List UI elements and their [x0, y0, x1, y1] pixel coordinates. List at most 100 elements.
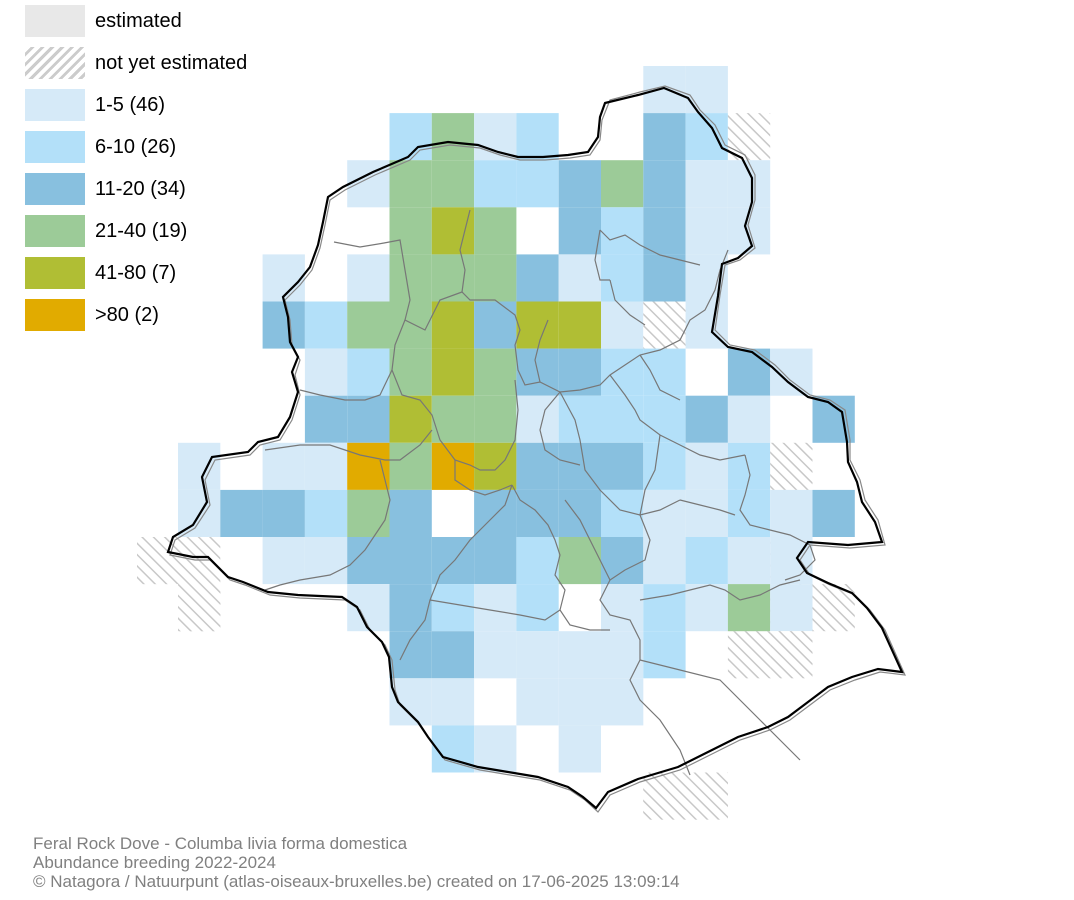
grid-cell	[727, 348, 771, 396]
region-outline-shadow	[169, 85, 906, 813]
legend-swatch	[25, 47, 85, 79]
grid-cell-not-yet-estimated	[685, 772, 728, 820]
grid-cell	[347, 301, 390, 349]
grid-cell	[601, 395, 644, 443]
grid-cell	[558, 678, 601, 726]
grid-cell	[558, 725, 601, 773]
grid-cell	[389, 395, 432, 443]
grid-cell	[558, 207, 601, 255]
grid-cell	[643, 113, 686, 161]
grid-cell	[685, 66, 728, 114]
grid-cell	[431, 348, 475, 396]
legend-swatch	[25, 215, 85, 247]
grid-cell	[601, 254, 644, 302]
legend-item-class-6: >80 (2)	[25, 299, 365, 331]
grid-cell	[431, 254, 475, 302]
grid-cell	[431, 442, 475, 490]
grid-cell	[431, 301, 475, 349]
grid-cell	[389, 348, 432, 396]
grid-cell	[304, 489, 348, 537]
grid-cell	[643, 348, 686, 396]
legend-item-class-1: 1-5 (46)	[25, 89, 365, 121]
grid-cell	[474, 395, 517, 443]
grid-cell	[643, 584, 686, 632]
grid-cell	[347, 254, 390, 302]
grid-cell	[304, 395, 348, 443]
grid-cell	[220, 489, 263, 537]
grid-cell	[727, 489, 771, 537]
legend-label: 1-5 (46)	[95, 94, 166, 116]
grid-cell	[474, 584, 517, 632]
grid-cell	[643, 489, 686, 537]
grid-cell	[262, 489, 305, 537]
grid-cell	[516, 678, 559, 726]
legend-swatch	[25, 173, 85, 205]
grid-cell	[431, 631, 475, 679]
grid-cell	[474, 301, 517, 349]
grid-cell	[601, 678, 644, 726]
municipality-boundaries	[264, 209, 816, 776]
grid-cell	[389, 442, 432, 490]
grid-cell	[389, 207, 432, 255]
grid-cell	[685, 537, 728, 585]
grid-cell	[601, 301, 644, 349]
grid-cell	[347, 584, 390, 632]
grid-cell-not-yet-estimated	[770, 631, 813, 679]
grid-cell	[685, 254, 728, 302]
grid-cell	[643, 537, 686, 585]
grid-cell	[431, 207, 475, 255]
legend-swatch	[25, 299, 85, 331]
legend-item-not-yet-estimated: not yet estimated	[25, 47, 365, 79]
legend-swatch	[25, 5, 85, 37]
grid-cell	[431, 678, 475, 726]
legend-label: >80 (2)	[95, 304, 159, 326]
legend-item-class-4: 21-40 (19)	[25, 215, 365, 247]
grid-cell	[389, 489, 432, 537]
grid-cell	[601, 160, 644, 208]
grid-cell	[727, 395, 771, 443]
grid-cell-not-yet-estimated	[178, 584, 221, 632]
grid-cell	[431, 537, 475, 585]
legend-label: 21-40 (19)	[95, 220, 188, 242]
grid-cell	[601, 537, 644, 585]
grid-cell	[262, 301, 305, 349]
grid-cell	[431, 113, 475, 161]
grid-cell	[389, 537, 432, 585]
grid-cell	[516, 631, 559, 679]
grid-cell	[516, 537, 559, 585]
legend-item-class-5: 41-80 (7)	[25, 257, 365, 289]
grid-cell	[304, 537, 348, 585]
grid-cell	[601, 348, 644, 396]
grid-cell	[643, 442, 686, 490]
grid-cell	[558, 489, 601, 537]
grid-cell	[474, 631, 517, 679]
grid-cell	[685, 395, 728, 443]
grid-cell	[178, 442, 221, 490]
grid-cell	[474, 348, 517, 396]
grid-cell	[601, 584, 644, 632]
legend-label: not yet estimated	[95, 52, 248, 74]
grid-cell	[727, 160, 771, 208]
species-title: Feral Rock Dove - Columba livia forma do…	[33, 834, 408, 853]
grid-cell	[304, 348, 348, 396]
grid-cell	[389, 678, 432, 726]
grid-cell	[474, 254, 517, 302]
grid-cell	[685, 160, 728, 208]
grid-cell	[770, 489, 813, 537]
map-footer: Feral Rock Dove - Columba livia forma do…	[33, 834, 680, 891]
grid-cell	[643, 395, 686, 443]
grid-cell	[643, 207, 686, 255]
grid-cell	[389, 254, 432, 302]
legend-item-class-3: 11-20 (34)	[25, 173, 365, 205]
grid-cell-not-yet-estimated	[137, 537, 180, 585]
grid-cell	[601, 631, 644, 679]
grid-cell	[812, 489, 855, 537]
map-subtitle: Abundance breeding 2022-2024	[33, 853, 276, 872]
grid-cell	[643, 160, 686, 208]
grid-cell	[685, 584, 728, 632]
legend-swatch	[25, 89, 85, 121]
grid-cell	[431, 584, 475, 632]
grid-cell	[727, 537, 771, 585]
grid-cell	[389, 113, 432, 161]
